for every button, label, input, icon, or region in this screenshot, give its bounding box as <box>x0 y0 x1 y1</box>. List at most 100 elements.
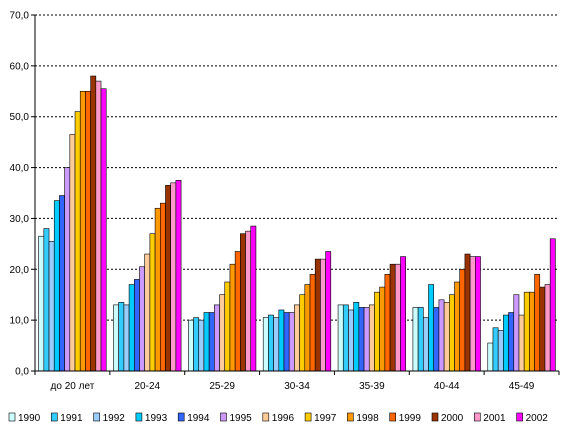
bar-1995-0 <box>64 167 71 372</box>
bar-2002-5 <box>475 256 481 372</box>
bar-1990-0 <box>38 235 45 372</box>
legend-swatch <box>8 412 16 422</box>
x-tick-label: 20-24 <box>134 381 160 392</box>
bar-1990-3 <box>262 317 269 372</box>
bar-1993-5 <box>428 284 435 372</box>
bar-2001-1 <box>170 182 177 372</box>
legend-item: 1994 <box>177 412 210 424</box>
legend-label: 1990 <box>18 413 41 424</box>
bar-1999-6 <box>534 274 541 372</box>
legend-swatch <box>516 412 523 422</box>
bar-2000-3 <box>314 258 321 372</box>
x-tick-label: 35-39 <box>359 381 385 392</box>
bar-1997-6 <box>523 291 530 372</box>
y-tick-label: 20,0 <box>10 265 30 276</box>
bar-1999-3 <box>309 274 316 372</box>
legend-label: 1992 <box>103 413 126 424</box>
bar-1998-3 <box>304 284 311 372</box>
bars <box>38 75 556 372</box>
x-tick-label: 45-49 <box>509 381 535 392</box>
bar-1997-1 <box>149 233 156 372</box>
legend-item: 2000 <box>431 412 464 424</box>
bar-1994-6 <box>508 312 515 372</box>
bar-2002-3 <box>325 251 332 372</box>
legend-swatch <box>304 412 312 422</box>
y-tick-label: 50,0 <box>10 112 30 123</box>
legend-item: 1993 <box>135 412 168 424</box>
bar-1996-0 <box>69 134 76 372</box>
bar-1996-3 <box>294 304 300 372</box>
legend-label: 2000 <box>441 413 464 424</box>
legend-item: 1998 <box>347 412 379 424</box>
legend-swatch <box>50 412 58 422</box>
bar-1992-3 <box>273 317 280 372</box>
y-tick-label: 10,0 <box>10 316 30 327</box>
legend-item: 1990 <box>8 412 41 424</box>
legend-item: 1995 <box>220 412 252 424</box>
bar-2002-1 <box>175 179 182 372</box>
bar-2001-4 <box>394 263 401 372</box>
x-tick-label: до 20 лет <box>51 381 95 392</box>
legend: 1990 1991 1992 1993 1994 1995 1996 1997 1998 1999… <box>8 412 548 424</box>
bar-1990-5 <box>412 307 419 372</box>
legend-label: 1991 <box>60 413 83 424</box>
legend-item: 1996 <box>262 412 294 424</box>
bar-1999-5 <box>459 268 466 372</box>
bar-1996-2 <box>219 294 226 372</box>
legend-swatch <box>347 412 354 422</box>
bar-1993-1 <box>128 284 135 372</box>
x-tick-labels: до 20 лет 20-24 25-29 30-34 35-39 40-44 45-49 <box>51 381 535 392</box>
bar-2002-2 <box>250 225 257 372</box>
y-tick-label: 30,0 <box>10 214 30 225</box>
bar-2000-6 <box>539 286 546 372</box>
bar-2001-2 <box>245 230 252 372</box>
legend-swatch <box>431 412 439 422</box>
legend-item: 2002 <box>516 412 548 424</box>
legend-label: 1994 <box>187 413 210 424</box>
legend-swatch <box>93 412 100 422</box>
bar-1994-5 <box>433 307 440 372</box>
bar-1996-1 <box>144 253 151 372</box>
bar-1995-4 <box>363 307 370 372</box>
bar-1992-4 <box>348 309 354 372</box>
bar-1997-0 <box>74 111 81 372</box>
bar-1998-5 <box>454 281 461 372</box>
bar-2000-4 <box>389 263 396 372</box>
bar-1994-1 <box>133 279 140 372</box>
legend-item: 1991 <box>50 412 83 424</box>
bar-1991-5 <box>417 307 424 372</box>
bar-1991-4 <box>342 304 349 372</box>
bar-1992-1 <box>123 304 130 372</box>
bar-1996-6 <box>518 314 525 372</box>
bar-2002-0 <box>100 88 107 372</box>
legend-item: 1999 <box>389 412 422 424</box>
bar-1992-6 <box>497 330 504 372</box>
legend-swatch <box>220 412 227 422</box>
legend-label: 1999 <box>399 413 422 424</box>
bar-1990-1 <box>113 304 119 372</box>
x-tick-label: 25-29 <box>209 381 235 392</box>
legend-label: 1993 <box>145 413 168 424</box>
legend-swatch <box>135 412 143 422</box>
bar-1993-3 <box>278 309 285 372</box>
bar-1997-3 <box>299 294 306 372</box>
bar-1997-2 <box>224 281 231 372</box>
y-tick-label: 60,0 <box>10 61 30 72</box>
legend-label: 1997 <box>314 413 337 424</box>
bar-1997-5 <box>449 294 455 372</box>
bar-1992-5 <box>423 317 429 372</box>
bar-1994-2 <box>208 312 215 372</box>
bar-1991-6 <box>492 327 499 372</box>
legend-swatch <box>177 412 185 422</box>
bar-1994-0 <box>59 195 65 372</box>
bar-1995-3 <box>288 312 295 372</box>
bar-1993-6 <box>503 314 509 372</box>
bar-1995-1 <box>139 266 145 372</box>
bar-1995-6 <box>513 294 520 372</box>
bar-1994-3 <box>283 312 290 372</box>
y-tick-label: 40,0 <box>10 163 30 174</box>
y-tick-label: 70,0 <box>10 11 30 22</box>
bar-1991-3 <box>268 314 274 372</box>
bar-1992-2 <box>198 319 205 372</box>
bar-2001-5 <box>469 256 476 372</box>
